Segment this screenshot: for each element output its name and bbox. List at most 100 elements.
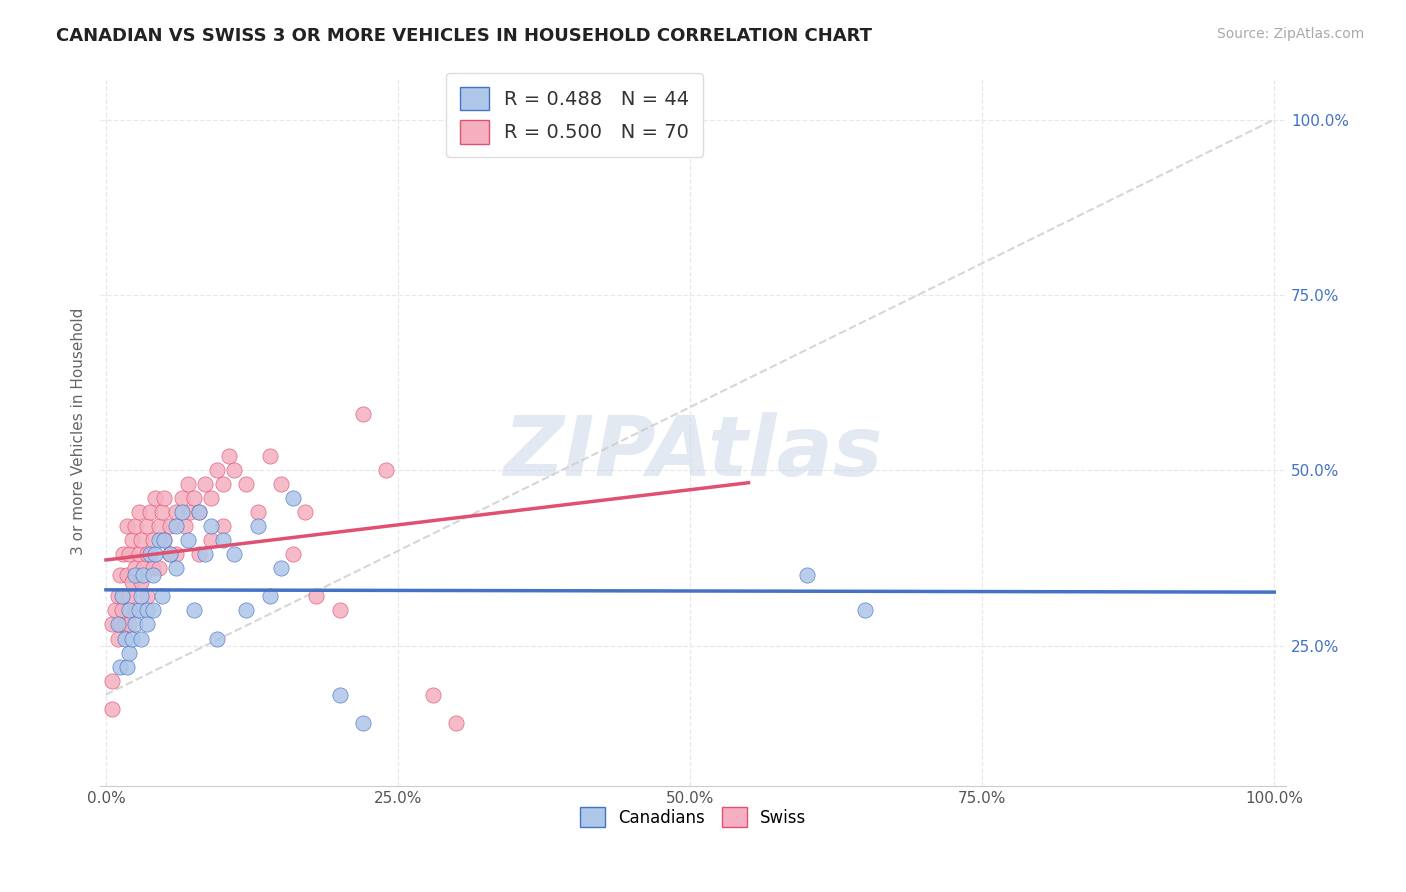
Point — [174, 519, 197, 533]
Point — [135, 519, 157, 533]
Text: Source: ZipAtlas.com: Source: ZipAtlas.com — [1216, 27, 1364, 41]
Point — [194, 477, 217, 491]
Point — [352, 715, 374, 730]
Point — [111, 603, 134, 617]
Point — [177, 533, 200, 548]
Point — [101, 673, 124, 688]
Point — [188, 547, 211, 561]
Point — [124, 568, 146, 582]
Point — [150, 590, 173, 604]
Point — [115, 568, 138, 582]
Point — [153, 533, 176, 548]
Point — [118, 590, 141, 604]
Text: CANADIAN VS SWISS 3 OR MORE VEHICLES IN HOUSEHOLD CORRELATION CHART: CANADIAN VS SWISS 3 OR MORE VEHICLES IN … — [56, 27, 872, 45]
Point — [101, 617, 124, 632]
Point — [129, 575, 152, 590]
Point — [124, 561, 146, 575]
Point — [121, 575, 143, 590]
Point — [139, 505, 162, 519]
Point — [108, 659, 131, 673]
Point — [205, 463, 228, 477]
Point — [143, 547, 166, 561]
Point — [352, 407, 374, 421]
Point — [188, 505, 211, 519]
Point — [159, 547, 181, 561]
Point — [142, 603, 165, 617]
Point — [170, 491, 193, 506]
Point — [129, 632, 152, 646]
Text: ZIPAtlas: ZIPAtlas — [503, 412, 883, 493]
Point — [108, 568, 131, 582]
Point — [224, 547, 246, 561]
Point — [165, 561, 187, 575]
Point — [188, 505, 211, 519]
Point — [115, 659, 138, 673]
Point — [183, 491, 205, 506]
Point — [159, 519, 181, 533]
Point — [153, 533, 176, 548]
Point — [121, 533, 143, 548]
Point — [111, 590, 134, 604]
Point — [329, 688, 352, 702]
Point — [224, 463, 246, 477]
Point — [165, 519, 187, 533]
Point — [128, 505, 150, 519]
Point — [118, 646, 141, 660]
Point — [375, 463, 398, 477]
Point — [118, 603, 141, 617]
Point — [142, 533, 165, 548]
Point — [107, 632, 129, 646]
Point — [235, 603, 257, 617]
Point — [270, 561, 292, 575]
Point — [142, 561, 165, 575]
Point — [114, 617, 136, 632]
Point — [129, 533, 152, 548]
Point — [853, 603, 876, 617]
Point — [796, 568, 818, 582]
Point — [218, 449, 240, 463]
Point — [194, 547, 217, 561]
Point — [200, 533, 222, 548]
Point — [128, 603, 150, 617]
Point — [128, 547, 150, 561]
Point — [139, 547, 162, 561]
Point — [150, 505, 173, 519]
Point — [121, 632, 143, 646]
Point — [108, 617, 131, 632]
Point — [200, 519, 222, 533]
Point — [211, 519, 233, 533]
Legend: Canadians, Swiss: Canadians, Swiss — [574, 800, 813, 834]
Point — [112, 590, 135, 604]
Point — [148, 533, 170, 548]
Point — [211, 477, 233, 491]
Point — [281, 547, 304, 561]
Point — [124, 603, 146, 617]
Point — [104, 603, 127, 617]
Point — [281, 491, 304, 506]
Point — [329, 603, 352, 617]
Point — [132, 561, 155, 575]
Point — [129, 590, 152, 604]
Point — [294, 505, 316, 519]
Point — [148, 561, 170, 575]
Point — [179, 505, 201, 519]
Point — [135, 547, 157, 561]
Point — [153, 491, 176, 506]
Point — [124, 617, 146, 632]
Point — [422, 688, 444, 702]
Point — [246, 519, 269, 533]
Point — [142, 568, 165, 582]
Point — [211, 533, 233, 548]
Y-axis label: 3 or more Vehicles in Household: 3 or more Vehicles in Household — [72, 308, 86, 556]
Point — [259, 590, 281, 604]
Point — [170, 505, 193, 519]
Point — [446, 715, 468, 730]
Point — [107, 617, 129, 632]
Point — [246, 505, 269, 519]
Point — [112, 547, 135, 561]
Point — [200, 491, 222, 506]
Point — [135, 603, 157, 617]
Point — [177, 477, 200, 491]
Point — [132, 568, 155, 582]
Point — [148, 519, 170, 533]
